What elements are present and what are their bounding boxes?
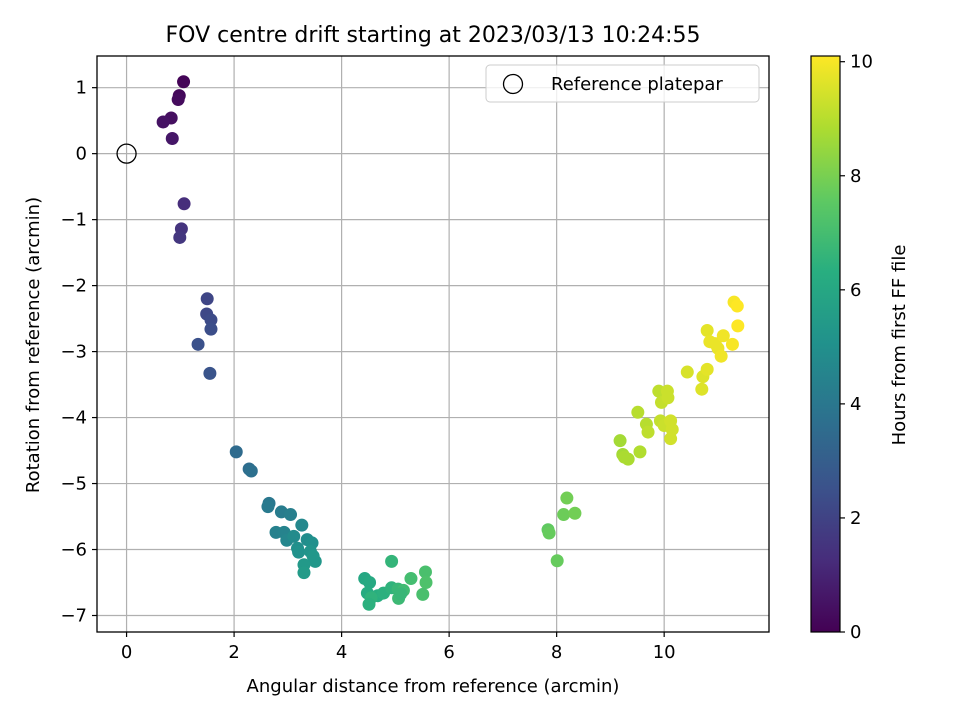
data-point (394, 587, 408, 601)
colorbar-gradient (810, 55, 841, 633)
data-point (418, 565, 432, 579)
y-tick-label: −3 (60, 342, 87, 363)
data-point (171, 93, 185, 107)
legend-box (485, 64, 760, 103)
data-point (297, 566, 311, 580)
x-axis-label: Angular distance from reference (arcmin) (247, 676, 620, 697)
data-point (287, 529, 301, 543)
data-point (731, 319, 745, 333)
data-point (641, 425, 655, 439)
data-point (664, 432, 678, 446)
legend: Reference platepar (485, 64, 760, 103)
y-tick-label: −1 (60, 210, 87, 231)
data-point (191, 337, 205, 351)
data-point (177, 197, 191, 211)
data-point (295, 518, 309, 532)
data-point (550, 554, 564, 568)
data-point (173, 230, 187, 244)
x-tick-label: 6 (443, 642, 454, 663)
data-point (680, 365, 694, 379)
data-point (419, 576, 433, 590)
grid (97, 56, 769, 632)
data-point (716, 329, 730, 343)
data-point (633, 445, 647, 459)
y-tick-label: 1 (76, 78, 87, 99)
y-tick-label: −6 (60, 540, 87, 561)
y-tick-label: −2 (60, 276, 87, 297)
x-tick-label: 8 (551, 642, 562, 663)
data-point (204, 313, 218, 327)
y-tick-label: −5 (60, 474, 87, 495)
data-point (714, 349, 728, 363)
data-point (700, 323, 714, 337)
data-point (725, 337, 739, 351)
data-point (661, 391, 675, 405)
data-point (200, 292, 214, 306)
colorbar-tick-label: 8 (850, 166, 861, 187)
colorbar: 0 2 4 6 8 10 Hours from first FF file (810, 52, 910, 643)
data-point (385, 554, 399, 568)
data-point (557, 508, 571, 522)
data-point (203, 366, 217, 380)
data-point (244, 464, 258, 478)
data-point (308, 554, 322, 568)
x-tick-label: 0 (121, 642, 132, 663)
data-point (156, 115, 170, 129)
y-tick-label: 0 (76, 144, 87, 165)
chart-title: FOV centre drift starting at 2023/03/13 … (166, 23, 701, 48)
data-point (229, 445, 243, 459)
data-points (116, 75, 745, 611)
colorbar-tick-label: 6 (850, 280, 861, 301)
x-axis-ticks: 0 2 4 6 8 10 (121, 632, 676, 663)
data-point (416, 587, 430, 601)
y-axis-label: Rotation from reference (arcmin) (23, 197, 44, 493)
colorbar-ticks: 0 2 4 6 8 10 (840, 52, 873, 643)
data-point (621, 452, 635, 466)
legend-entry-label: Reference platepar (551, 74, 723, 95)
colorbar-label: Hours from first FF file (889, 245, 910, 446)
data-point (284, 508, 298, 522)
y-tick-label: −7 (60, 606, 87, 627)
y-axis-ticks: 1 0 −1 −2 −3 −4 −5 −6 −7 (60, 78, 97, 627)
data-point (204, 322, 218, 336)
colorbar-tick-label: 10 (850, 52, 873, 73)
x-tick-label: 4 (336, 642, 347, 663)
data-point (700, 362, 714, 376)
data-point (177, 75, 191, 89)
data-point (292, 545, 306, 559)
reference-platepar-marker (116, 143, 137, 164)
data-point (362, 597, 376, 611)
colorbar-tick-label: 4 (850, 394, 861, 415)
y-tick-label: −4 (60, 408, 87, 429)
data-point (560, 491, 574, 505)
data-point (542, 526, 556, 540)
data-point (165, 131, 179, 145)
colorbar-tick-label: 2 (850, 508, 861, 529)
x-tick-label: 2 (228, 642, 239, 663)
colorbar-tick-label: 0 (850, 622, 861, 643)
data-point (695, 382, 709, 396)
legend-marker-open-circle (502, 73, 524, 95)
data-point (404, 572, 418, 586)
data-point (613, 434, 627, 448)
data-point (631, 405, 645, 419)
x-tick-label: 10 (653, 642, 676, 663)
data-point (261, 500, 275, 514)
data-point (568, 506, 582, 520)
data-point (363, 576, 377, 590)
data-point (730, 299, 744, 313)
plot-frame (96, 55, 770, 633)
